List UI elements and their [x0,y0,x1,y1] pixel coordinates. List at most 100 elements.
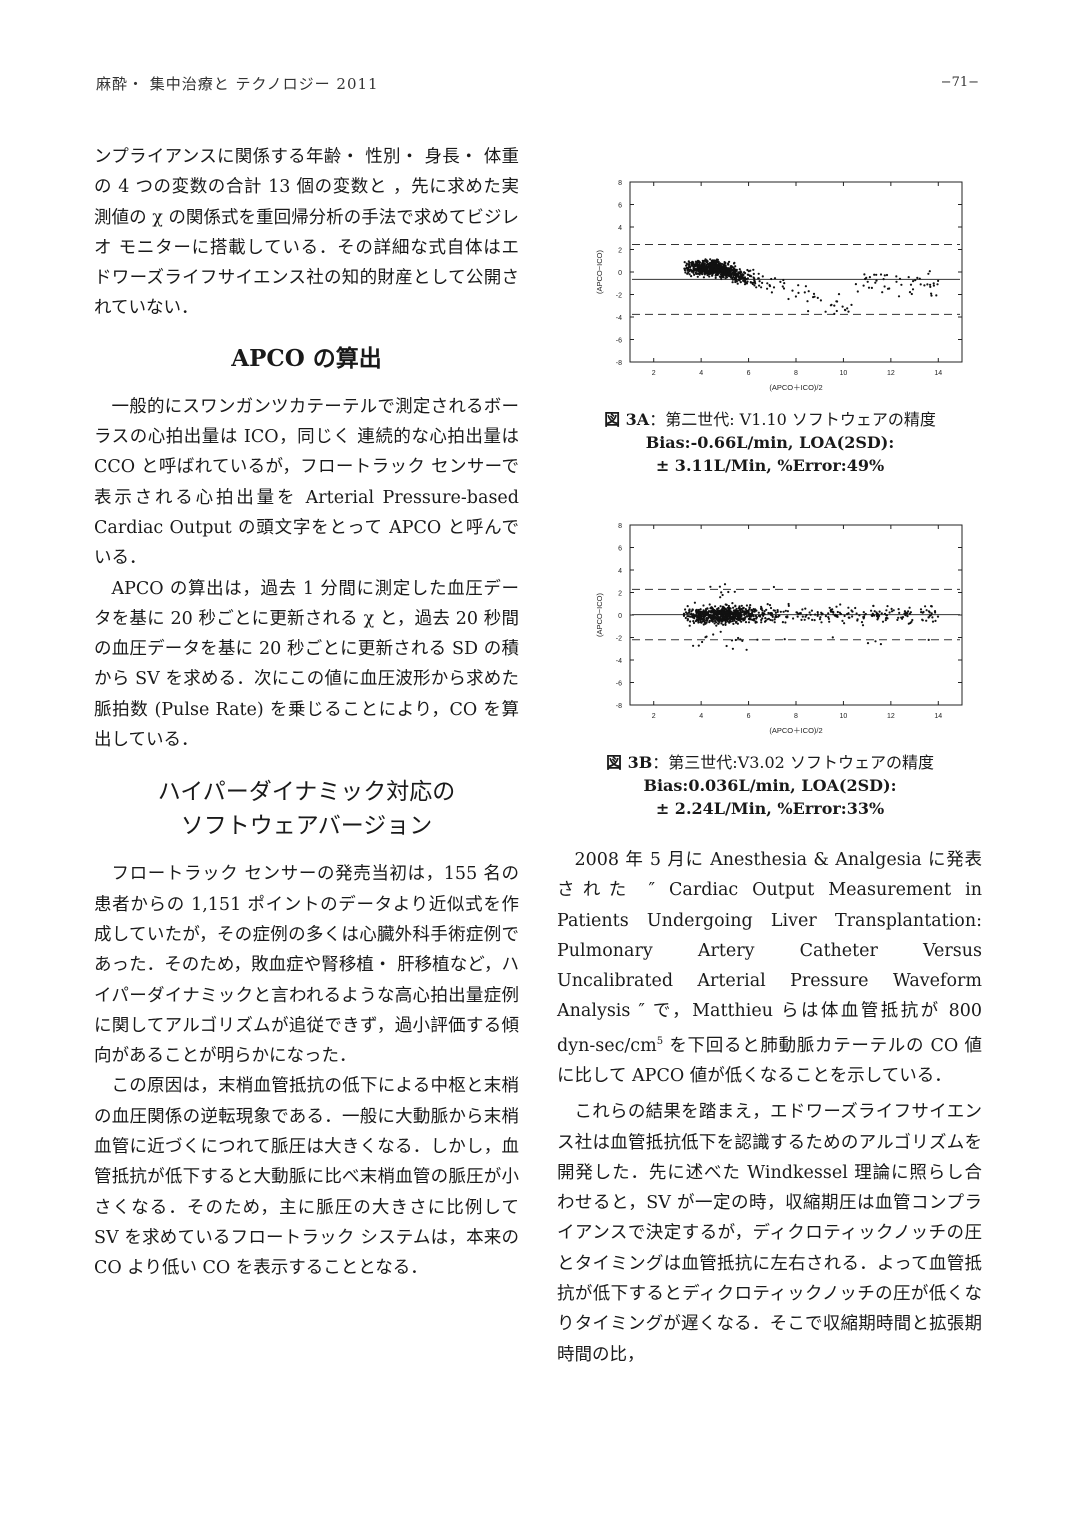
data-point [696,267,699,270]
data-point [705,617,708,620]
data-point [695,269,698,272]
data-point [698,261,701,264]
y-tick-label: 6 [618,546,622,553]
data-point [685,267,688,270]
x-tick-label: 14 [934,370,942,377]
data-point [758,284,761,287]
data-point [688,611,691,614]
data-point [766,603,769,606]
data-point [908,291,912,294]
data-point [753,281,756,284]
data-point [696,275,699,278]
x-tick-label: 4 [699,713,703,720]
data-point [705,272,708,275]
paragraph: ンプライアンスに関係する年齢・ 性別・ 身長・ 体重の 4 つの変数の合計 13… [94,147,519,319]
data-point [728,274,731,277]
data-point [728,619,732,622]
data-point [820,621,823,624]
data-point [866,642,870,645]
data-point [740,614,743,617]
data-point [699,608,702,611]
data-point [900,616,903,619]
data-point [720,591,723,594]
data-point [782,610,785,613]
data-point [932,284,935,287]
data-point [812,292,816,295]
data-point [725,267,728,270]
data-point [718,585,721,588]
data-point [696,259,700,262]
x-tick-label: 8 [794,713,798,720]
data-point [885,609,888,612]
data-point [748,606,751,609]
data-point [716,616,719,619]
data-point [932,282,935,285]
data-point [719,596,722,599]
data-point [752,276,755,279]
data-point [706,260,709,263]
data-point [740,604,743,607]
data-point [743,271,746,274]
data-point [704,265,707,269]
x-tick-label: 12 [887,370,895,377]
data-point [738,606,741,609]
data-point [831,636,834,639]
data-point [800,618,803,621]
data-point [750,618,753,621]
data-point [876,613,879,616]
caption-line: Bias:0.036L/min, LOA(2SD): [643,776,897,795]
data-point [908,612,911,615]
data-point [721,614,724,617]
data-point [686,615,689,618]
data-point [734,614,737,618]
data-point [682,614,686,617]
data-point [908,606,911,609]
data-point [751,281,754,284]
data-point [856,290,859,293]
data-point [683,267,686,270]
data-point [759,615,762,618]
data-point [746,268,749,272]
data-point [878,610,881,613]
y-tick-label: -6 [616,338,622,345]
data-point [731,647,734,650]
section-heading-line: ソフトウェアバージョン [180,813,433,840]
data-point [685,262,688,265]
data-point [773,609,776,612]
data-point [898,611,901,614]
data-point [794,295,797,298]
paragraph-text: を下回ると肺動脈カテーテルの CO 値に比して APCO 値が低くなることを示し… [557,1035,982,1086]
data-point [732,274,736,277]
data-point [874,281,877,284]
data-point [721,272,724,275]
data-point [708,603,711,606]
data-point [813,295,816,298]
data-point [819,299,822,302]
data-point [730,276,733,279]
data-point [892,609,895,612]
data-point [824,615,827,618]
data-point [702,276,705,279]
data-point [931,616,934,619]
y-tick-label: -6 [616,681,622,688]
data-point [709,607,712,610]
data-point [702,612,706,615]
data-point [883,274,886,277]
data-point [708,275,711,278]
data-point [930,613,933,616]
data-point [692,615,695,619]
data-point [850,609,853,612]
section-heading-line: ハイパーダイナミック対応の [157,779,456,806]
data-point [697,619,700,622]
data-point [691,264,694,267]
data-point [755,617,758,620]
data-point [861,624,865,627]
data-point [907,610,910,613]
data-point [777,615,780,618]
data-point [730,639,734,642]
data-point [714,605,717,608]
data-point [690,261,693,264]
data-point [726,611,729,614]
data-point [771,619,774,622]
data-point [727,604,730,608]
